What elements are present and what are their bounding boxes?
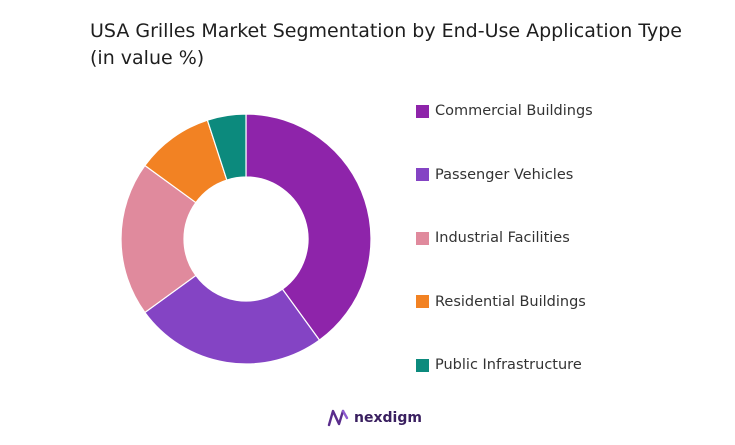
legend-item: Residential Buildings (416, 291, 593, 313)
brand-name: nexdigm (354, 410, 422, 426)
slice-industrial-facilities (120, 164, 197, 314)
slice-passenger-vehicles (144, 274, 321, 365)
legend-swatch (416, 104, 429, 118)
nexdigm-logo-icon (327, 409, 349, 427)
legend-swatch (416, 231, 429, 245)
legend-label: Industrial Facilities (435, 230, 570, 246)
brand-footer: nexdigm (327, 408, 422, 428)
legend-label: Public Infrastructure (435, 357, 582, 373)
legend-item: Public Infrastructure (416, 354, 593, 376)
legend-label: Commercial Buildings (435, 103, 593, 119)
legend-item: Passenger Vehicles (416, 164, 593, 186)
legend-swatch (416, 168, 429, 181)
slice-commercial-buildings (245, 113, 372, 341)
legend-item: Industrial Facilities (416, 227, 593, 249)
chart-title: USA Grilles Market Segmentation by End-U… (90, 20, 682, 69)
legend-label: Residential Buildings (435, 293, 586, 310)
donut-slices (120, 113, 372, 365)
legend-swatch (416, 358, 429, 372)
legend-label: Passenger Vehicles (435, 166, 574, 183)
chart-legend: Commercial Buildings Passenger Vehicles In… (416, 100, 593, 418)
legend-swatch (416, 295, 429, 308)
slice-public-infrastructure (206, 113, 247, 181)
legend-item: Commercial Buildings (416, 100, 593, 122)
